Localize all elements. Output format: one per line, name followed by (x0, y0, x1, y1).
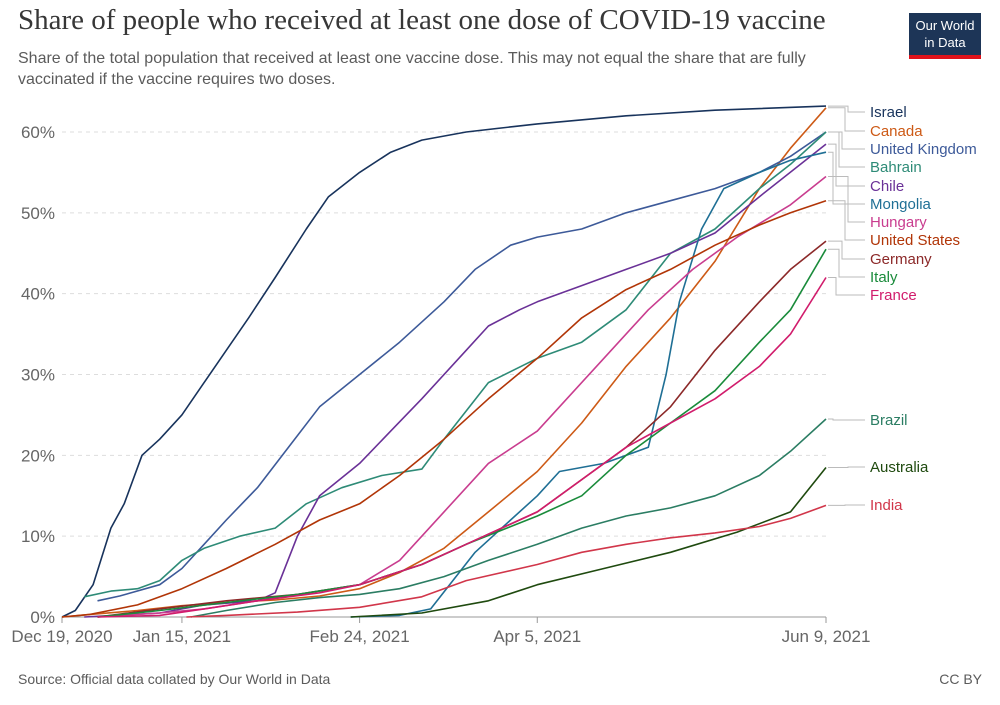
legend-leader-line (828, 277, 865, 296)
legend-label: Chile (870, 178, 904, 195)
legend-leader-line (828, 200, 865, 241)
legend-label: India (870, 497, 903, 514)
chart-title: Share of people who received at least on… (18, 4, 826, 36)
y-tick-label: 60% (21, 123, 55, 142)
series-line-bahrain (84, 131, 827, 598)
legend-leader-line (828, 248, 865, 278)
legend-leader-line (828, 240, 865, 260)
legend-label: Israel (870, 104, 907, 121)
series-line-united-kingdom (97, 131, 827, 602)
legend-leader-line (828, 131, 865, 168)
x-tick-label: Jan 15, 2021 (133, 627, 231, 646)
legend-label: Canada (870, 123, 923, 140)
chart-subtitle: Share of the total population that recei… (18, 50, 806, 88)
x-tick-label: Dec 19, 2020 (11, 627, 112, 646)
y-tick-label: 50% (21, 204, 55, 223)
legend-leader-line (828, 105, 865, 113)
legend-leader-line (828, 176, 865, 223)
series-line-israel (61, 105, 827, 618)
series-line-mongolia (350, 151, 827, 618)
legend-label: Germany (870, 251, 932, 268)
y-tick-label: 40% (21, 285, 55, 304)
logo-accent-bar (909, 55, 981, 59)
x-tick-label: Jun 9, 2021 (782, 627, 871, 646)
series-line-italy (97, 248, 827, 618)
legend-leader-line (828, 143, 865, 187)
legend-leader-line (828, 466, 865, 468)
legend-label: Brazil (870, 412, 908, 429)
legend-label: Australia (870, 459, 929, 476)
series-line-australia (350, 467, 827, 618)
legend-leader-line (828, 418, 865, 421)
logo-line-1: Our World (915, 18, 975, 33)
x-tick-label: Apr 5, 2021 (493, 627, 581, 646)
series-line-germany (97, 240, 827, 618)
logo-line-2: in Data (924, 35, 966, 50)
y-tick-label: 30% (21, 366, 55, 385)
series-line-brazil (190, 418, 827, 618)
series-line-india (186, 504, 827, 618)
y-tick-label: 10% (21, 527, 55, 546)
series-line-chile (84, 143, 827, 618)
x-tick-label: Feb 24, 2021 (310, 627, 410, 646)
legend-label: United Kingdom (870, 141, 977, 158)
line-chart: 0% 10% 20% 30% 40% 50% 60% Dec 19, 2020 Jan 15, … (11, 104, 977, 646)
source-note: Source: Official data collated by Our Wo… (18, 671, 331, 687)
legend-label: Bahrain (870, 159, 922, 176)
legend-label: United States (870, 232, 960, 249)
owid-logo[interactable]: Our World in Data (909, 13, 981, 59)
y-tick-label: 20% (21, 446, 55, 465)
legend-leader-line (828, 131, 865, 150)
license-note: CC BY (939, 671, 982, 687)
legend-label: Mongolia (870, 196, 932, 213)
legend-label: Hungary (870, 214, 927, 231)
series-line-france (97, 277, 827, 618)
y-tick-label: 0% (30, 608, 55, 627)
series-line-united-states (61, 199, 827, 618)
legend-leader-line (828, 107, 865, 132)
legend-leader-line (828, 151, 865, 205)
legend-label: Italy (870, 269, 898, 286)
legend-label: France (870, 287, 917, 304)
